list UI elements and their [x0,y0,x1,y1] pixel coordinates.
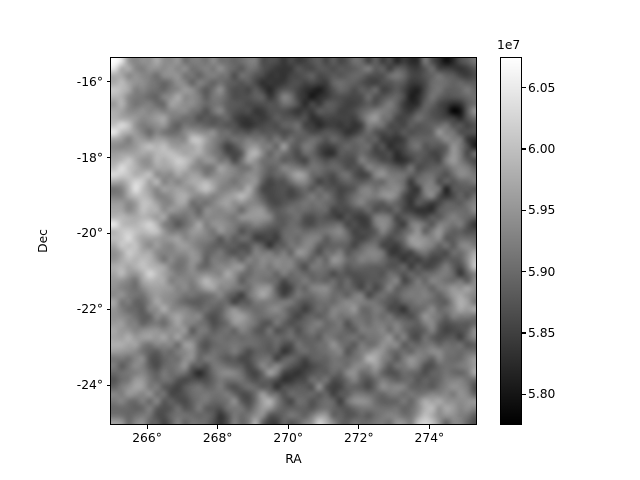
y-tick-mark [106,308,110,310]
colorbar-tick-mark [522,271,526,273]
colorbar-tick-label: 5.85 [528,326,556,340]
y-tick-label: -16° [76,74,103,89]
x-tick-label: 266° [132,431,162,445]
x-tick-mark [146,425,148,429]
colorbar-tick-label: 6.00 [528,142,556,156]
colorbar-tick-label: 5.95 [528,203,556,218]
colorbar-tick-mark [522,209,526,211]
sky-map-axes[interactable] [110,57,477,425]
y-tick-label: -20° [76,226,103,241]
y-tick-mark [106,384,110,386]
y-tick-label: -18° [76,150,103,165]
x-tick-label: 272° [343,431,374,445]
x-tick-mark [358,425,360,429]
colorbar-tick-label: 5.80 [528,387,556,402]
colorbar-tick-mark [522,87,526,89]
y-tick-mark [106,81,110,83]
x-tick-label: 270° [273,431,304,445]
colorbar-offset-text: 1e7 [497,38,521,52]
colorbar-tick-mark [522,393,526,395]
colorbar[interactable] [500,57,522,425]
y-tick-mark [106,156,110,159]
colorbar-tick-mark [522,148,526,150]
x-tick-label: 274° [414,431,445,445]
y-tick-label: -22° [76,302,103,317]
x-tick-mark [287,425,289,429]
x-tick-label: 268° [202,431,233,445]
x-tick-mark [428,425,430,429]
colorbar-tick-mark [522,332,526,334]
x-axis-label: RA [285,452,302,466]
heatmap-image [111,58,476,424]
y-tick-label: -24° [76,378,103,393]
x-tick-mark [217,425,219,429]
y-axis-label: Dec [36,229,50,253]
colorbar-tick-label: 6.05 [528,80,556,95]
y-tick-mark [106,232,110,234]
colorbar-tick-label: 5.90 [528,264,556,279]
